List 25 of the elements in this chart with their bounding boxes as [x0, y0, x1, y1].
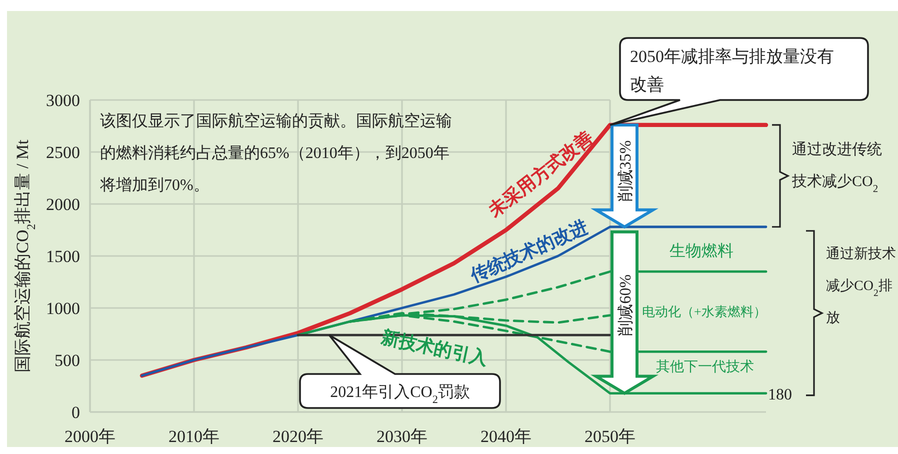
x-tick-label: 2000年 [64, 427, 116, 446]
x-tick-label: 2050年 [584, 427, 636, 446]
annotation: 削减35% [616, 140, 634, 202]
x-tick-label: 2020年 [272, 427, 324, 446]
annotation: 削减60% [616, 274, 634, 336]
y-tick-label: 1000 [46, 299, 80, 318]
annotation: 其他下一代技术 [656, 359, 754, 376]
x-tick-label: 2030年 [376, 427, 428, 446]
y-tick-label: 1500 [46, 247, 80, 266]
annotation: 180 [768, 386, 792, 404]
y-tick-label: 0 [72, 403, 80, 422]
text: 通过改进传统技术减少CO$_{2}$ [791, 141, 882, 194]
y-tick-label: 2000 [46, 195, 80, 214]
annotation: 该图仅显示了国际航空运输的贡献。国际航空运输的燃料消耗约占总量的65%（2010年），到2050年将增加到70%。 [99, 112, 452, 194]
annotation: 2021年引入CO$_{2}$罚款 [330, 383, 470, 406]
x-tick-label: 2010年 [168, 427, 220, 446]
annotation: 2050年减排率与排放量没有改善 [630, 47, 834, 94]
text: 新技术的引入 [378, 326, 490, 370]
y-tick-label: 500 [54, 351, 80, 370]
annotation: 生物燃料 [670, 242, 734, 260]
y-tick-label: 3000 [46, 91, 80, 110]
y-tick-label: 2500 [46, 143, 80, 162]
annotation: 电动化（+水素燃料） [642, 304, 766, 320]
x-tick-label: 2040年 [480, 427, 532, 446]
text: 通过新技术减少CO$_{2}$排放 [826, 247, 896, 326]
